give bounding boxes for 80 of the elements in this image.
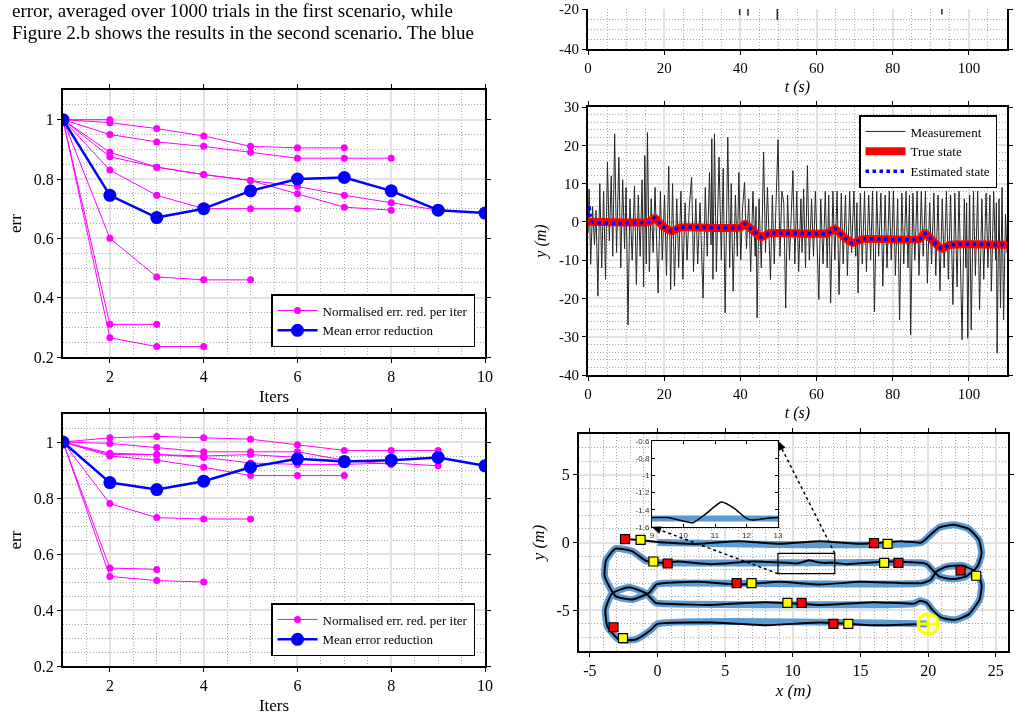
x-tick-label: 9: [649, 530, 655, 540]
y-tick-label: 1: [45, 111, 54, 129]
x-tick-label: 100: [957, 60, 981, 76]
y-tick-label: 20: [564, 137, 579, 154]
y-tick-label: 5: [561, 466, 570, 484]
legend-label: Normalised err. red. per iter: [322, 612, 468, 628]
x-tick-label: 10: [477, 677, 493, 695]
y-tick-label: 30: [564, 99, 579, 116]
legend-label: Mean error reduction: [322, 323, 434, 339]
x-tick-label: 20: [920, 662, 937, 680]
y-axis-title: y (m): [532, 224, 551, 260]
x-axis-title: x (m): [774, 681, 812, 701]
y-tick-label: -0.6: [635, 436, 650, 446]
x-tick-label: 60: [809, 386, 825, 402]
x-tick-label: 12: [742, 530, 752, 540]
y-tick-label: -5: [556, 601, 570, 619]
x-tick-label: 4: [199, 368, 208, 386]
x-tick-label: 60: [809, 60, 825, 76]
x-tick-label: 10: [679, 530, 689, 540]
x-tick-label: 8: [387, 677, 396, 695]
y-tick-label: -30: [559, 328, 579, 345]
x-tick-label: 10: [477, 368, 493, 386]
x-tick-label: 6: [293, 368, 302, 386]
x-tick-label: 6: [293, 677, 302, 695]
x-axis-title: Iters: [258, 696, 290, 716]
y-tick-label: -40: [559, 41, 579, 58]
x-tick-label: 25: [987, 662, 1004, 680]
x-tick-label: 40: [732, 386, 748, 402]
x-tick-label: 5: [721, 662, 730, 680]
y-tick-label: 1: [45, 433, 54, 451]
x-axis-title: Iters: [258, 387, 290, 407]
text: error, averaged over 1000 trials in the first scenario, while: [12, 0, 453, 21]
x-tick-label: -5: [583, 662, 597, 680]
y-tick-label: 0.8: [33, 489, 54, 507]
x-tick-label: 0: [584, 60, 592, 76]
x-tick-label: 4: [199, 677, 208, 695]
y-tick-label: -1.6: [635, 522, 650, 532]
x-axis-title: t (s): [784, 78, 811, 97]
y-tick-label: -1.2: [635, 488, 650, 498]
caption: Figure 2.b shows the results in the second scenario. The blue: [12, 22, 474, 43]
y-tick-label: 0.6: [33, 229, 54, 247]
y-tick-label: -40: [559, 367, 579, 384]
x-tick-label: 80: [885, 386, 901, 402]
x-tick-label: 13: [773, 530, 783, 540]
x-axis-title: t (s): [784, 404, 811, 423]
y-axis-title: err: [5, 530, 25, 550]
y-tick-label: -20: [559, 290, 579, 307]
x-tick-label: 0: [653, 662, 662, 680]
x-tick-label: 20: [656, 60, 672, 76]
x-tick-label: 80: [885, 60, 901, 76]
y-tick-label: 0.4: [33, 601, 54, 619]
legend-label: Estimated state: [910, 164, 990, 180]
y-tick-label: 0.4: [33, 289, 54, 307]
y-tick-label: 0.8: [33, 170, 54, 188]
x-tick-label: 15: [852, 662, 869, 680]
legend-label: Mean error reduction: [322, 632, 434, 648]
y-tick-label: 10: [564, 175, 579, 192]
x-tick-label: 0: [584, 386, 592, 402]
x-tick-label: 100: [957, 386, 981, 402]
x-tick-label: 20: [656, 386, 672, 402]
x-tick-label: 2: [105, 368, 114, 386]
y-tick-label: 0.2: [33, 657, 54, 675]
y-tick-label: 0: [571, 214, 579, 231]
x-tick-label: 2: [105, 677, 114, 695]
y-tick-label: -1.4: [635, 505, 650, 515]
y-axis-title: y (m): [528, 524, 548, 563]
y-tick-label: -1: [642, 471, 650, 481]
x-tick-label: 10: [784, 662, 801, 680]
legend-label: Measurement: [910, 124, 982, 140]
y-axis-title: err: [5, 213, 25, 233]
y-tick-label: -0.8: [635, 454, 650, 463]
x-tick-label: 40: [732, 60, 748, 76]
x-tick-label: 11: [710, 530, 720, 540]
legend-label: Normalised err. red. per iter: [322, 303, 468, 319]
y-tick-label: -20: [559, 1, 579, 18]
y-tick-label: -10: [559, 252, 579, 269]
x-tick-label: 8: [387, 368, 396, 386]
y-tick-label: 0.6: [33, 545, 54, 563]
y-tick-label: 0.2: [33, 348, 54, 366]
legend-label: True state: [910, 144, 962, 160]
